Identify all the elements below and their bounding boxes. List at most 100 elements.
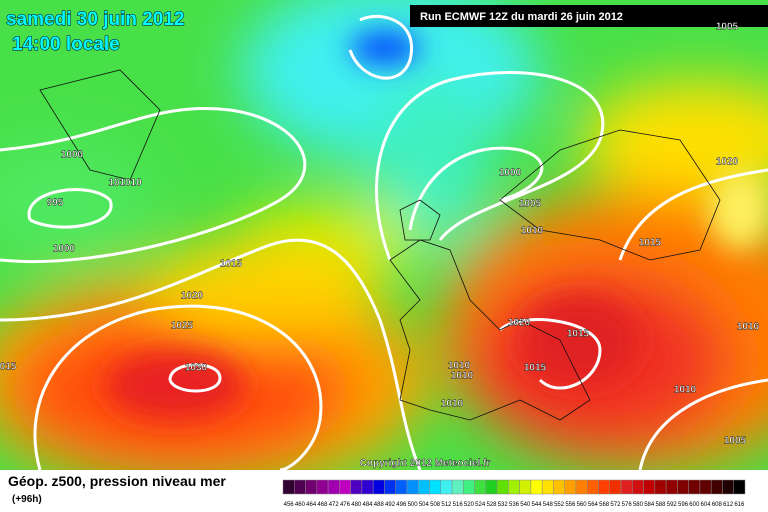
scale-swatch: [316, 479, 329, 495]
scale-swatch: [632, 479, 644, 495]
isobar-label: 995: [47, 198, 64, 209]
scale-label: 568: [599, 502, 610, 508]
scale-swatch: [451, 479, 464, 495]
scale-label: 484: [363, 502, 374, 508]
scale-swatch: [496, 479, 509, 495]
isobar-label: 1030: [185, 363, 208, 374]
isobar-label: 1000: [61, 150, 84, 161]
scale-label: 588: [655, 502, 666, 508]
scale-label: 480: [351, 502, 362, 508]
scale-swatch: [575, 479, 588, 495]
scale-label: 580: [633, 502, 644, 508]
scale-swatch: [541, 479, 554, 495]
scale-label: 468: [317, 502, 328, 508]
scale-label: 504: [419, 502, 430, 508]
scale-label: 560: [577, 502, 588, 508]
scale-swatch: [722, 479, 734, 495]
scale-label: 472: [329, 502, 340, 508]
scale-label: 540: [520, 502, 531, 508]
isobar-label: 1016: [737, 322, 760, 333]
scale-swatch: [530, 479, 543, 495]
scale-label: 608: [712, 502, 723, 508]
time-label: 14:00 locale: [12, 34, 120, 55]
scale-label: 556: [565, 502, 576, 508]
isobar-labels: 1005 1000 101010 995 1000 1015 1020 1025 1030 015…: [0, 21, 760, 447]
scale-label: 492: [385, 502, 396, 508]
scale-swatch: [463, 479, 475, 495]
isobar-label: 1020: [181, 291, 204, 302]
scale-swatch: [339, 479, 351, 495]
scale-swatch: [564, 479, 577, 495]
scale-swatch: [553, 479, 565, 495]
scale-label: 604: [701, 502, 712, 508]
scale-label: 592: [667, 502, 678, 508]
scale-label: 528: [486, 502, 497, 508]
scale-label: 460: [295, 502, 306, 508]
scale-label: 536: [509, 502, 520, 508]
footer-title: Géop. z500, pression niveau mer: [8, 473, 226, 489]
scale-swatch: [733, 479, 746, 495]
isobar-label: 1010: [451, 371, 474, 382]
isobar-label: 1020: [508, 318, 531, 329]
scale-label: 564: [588, 502, 599, 508]
map-field: [0, 0, 768, 470]
isobar-label: 1015: [524, 363, 547, 374]
scale-swatch: [598, 479, 611, 495]
isobar-label: 1010: [521, 226, 544, 237]
isobar-label: 101010: [108, 178, 142, 189]
isobar-label: 1015: [639, 238, 662, 249]
scale-label: 616: [734, 502, 745, 508]
scale-label: 464: [306, 502, 317, 508]
scale-swatch: [474, 479, 487, 495]
scale-label: 596: [678, 502, 689, 508]
scale-swatch: [620, 479, 633, 495]
scale-label: 572: [610, 502, 621, 508]
isobar-label: 1000: [499, 168, 522, 179]
scale-swatch: [609, 479, 622, 495]
scale-swatch: [508, 479, 520, 495]
scale-label: 544: [532, 502, 543, 508]
scale-swatch: [406, 479, 419, 495]
coastlines: [39, 69, 721, 421]
scale-swatch: [665, 479, 678, 495]
isobar-label: 1010: [441, 399, 464, 410]
isobar-label: 1005: [724, 436, 747, 447]
isobar-lines: [0, 14, 768, 470]
scale-swatch: [417, 479, 430, 495]
scale-label: 512: [441, 502, 452, 508]
scale-swatch: [688, 479, 701, 495]
scale-label: 548: [543, 502, 554, 508]
scale-label: 576: [622, 502, 633, 508]
run-box: [410, 5, 768, 27]
isobar-label: 015: [0, 362, 17, 373]
scale-label: 488: [374, 502, 385, 508]
scale-swatch: [372, 479, 385, 495]
scale-swatch: [327, 479, 340, 495]
lead-time: (+96h): [12, 494, 42, 505]
scale-label: 476: [340, 502, 351, 508]
isobar-label: 1010: [674, 385, 697, 396]
color-scale: 456 460 464 468 472 476 480 484 488 492 496 500 504 5…: [282, 479, 746, 508]
isobar-label: 1000: [53, 244, 76, 255]
scale-label: 500: [408, 502, 419, 508]
isobar-label: 1015: [220, 259, 243, 270]
scale-swatch: [519, 479, 532, 495]
scale-label: 612: [723, 502, 734, 508]
isobar-label: 1020: [716, 157, 739, 168]
scale-swatch: [710, 479, 723, 495]
scale-label: 520: [464, 502, 475, 508]
scale-swatch: [361, 479, 374, 495]
scale-label: 524: [475, 502, 486, 508]
copyright: Copyright 2012 Meteociel.fr: [360, 458, 491, 469]
scale-label: 496: [396, 502, 407, 508]
scale-label: 552: [554, 502, 565, 508]
run-label: Run ECMWF 12Z du mardi 26 juin 2012: [420, 11, 623, 23]
scale-label: 508: [430, 502, 441, 508]
scale-swatch: [294, 479, 306, 495]
isobar-label: 1010: [448, 361, 471, 372]
scale-swatch: [677, 479, 689, 495]
scale-swatch: [654, 479, 667, 495]
isobar-label: 1005: [519, 199, 542, 210]
